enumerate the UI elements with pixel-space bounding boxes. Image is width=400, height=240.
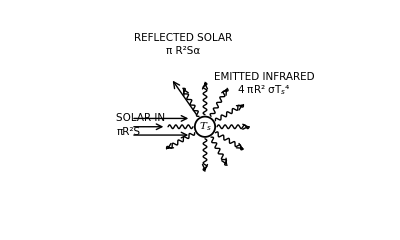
Text: πR²S: πR²S [116,127,140,137]
Text: π R²Sα: π R²Sα [166,46,200,56]
Text: REFLECTED SOLAR: REFLECTED SOLAR [134,33,232,43]
Circle shape [195,117,215,137]
Text: EMITTED INFRARED: EMITTED INFRARED [214,72,314,82]
Text: T$_s$: T$_s$ [199,120,211,133]
Text: SOLAR IN: SOLAR IN [116,113,166,122]
Text: 4 πR² σT$_s$⁴: 4 πR² σT$_s$⁴ [237,83,291,97]
